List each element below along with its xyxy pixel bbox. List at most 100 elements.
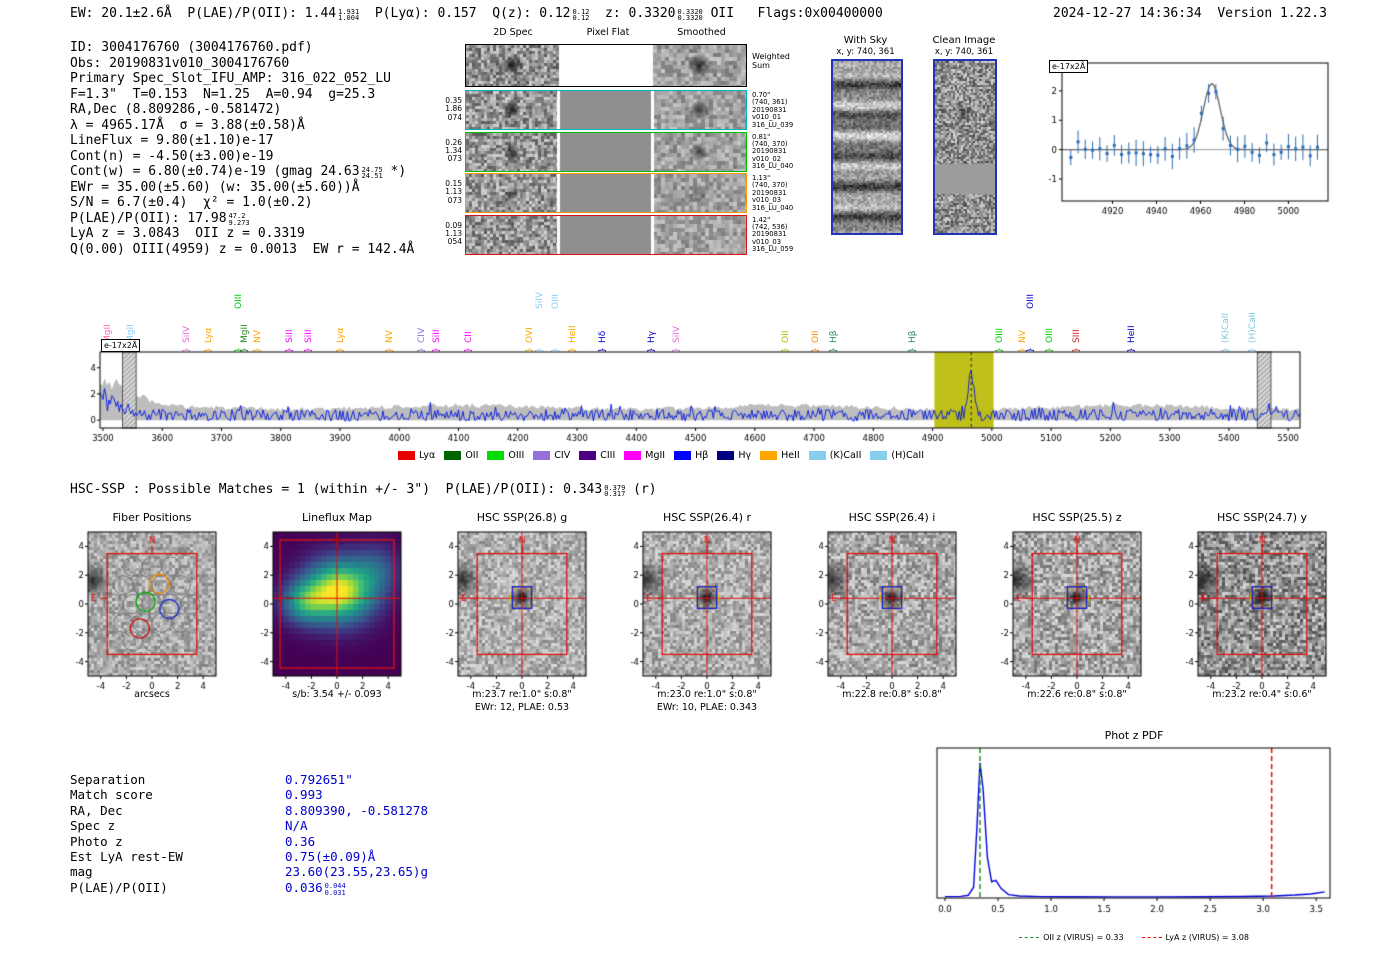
cutout-image-cutout-5 — [987, 528, 1149, 696]
info-line: ID: 3004176760 (3004176760.pdf) — [70, 40, 414, 56]
cutout-title: HSC SSP(25.5) z — [1032, 511, 1122, 524]
legend-item-(H)CaII: (H)CaII — [870, 450, 924, 461]
stacked-value: 47.2 9.273 — [228, 212, 250, 227]
spec2d-row-right-labels: 1.13" (740, 370) 20190831 v010_03 316_LU_040 — [752, 174, 794, 212]
cutout-image-cutout-2 — [432, 528, 594, 696]
text-segment: P(LAE)/P(OII): 17.98 — [70, 210, 227, 226]
legend-label: HeII — [781, 450, 800, 461]
weighted-sum-image — [465, 44, 747, 87]
cutout-caption: m:22.6 re:0.8" s:0.8" — [1027, 689, 1127, 700]
info-line: P(LAE)/P(OII): 17.98 47.2 9.273 — [70, 211, 414, 227]
match-row-value: 0.36 — [285, 834, 315, 849]
cutout-caption: m:23.7 re:1.0" s:0.8" — [472, 689, 572, 700]
legend-swatch — [717, 451, 735, 460]
text-segment: ID: 3004176760 (3004176760.pdf) — [70, 40, 313, 55]
clean-image — [933, 59, 997, 235]
withsky-title: With Sky — [843, 35, 888, 46]
match-row-label: Separation — [70, 772, 146, 787]
legend-swatch — [444, 451, 462, 460]
match-row-value: 23.60(23.55,23.65)g — [285, 864, 428, 879]
info-line: LyA z = 3.0843 OII z = 0.3319 — [70, 226, 414, 242]
text-segment: Cont(n) = -4.50(±3.00)e-19 — [70, 148, 274, 164]
info-line: Q(0.00) OIII(4959) z = 0.0013 EW r = 142… — [70, 242, 414, 258]
legend-item-CIV: CIV — [533, 450, 570, 461]
legend-label: Hγ — [738, 450, 752, 461]
cutout-image-lineflux-1 — [247, 528, 409, 696]
clean-image-coords: x, y: 740, 361 — [934, 47, 994, 57]
info-line: λ = 4965.17Å σ = 3.88(±0.58)Å — [70, 118, 414, 134]
cutout-image-cutout-6 — [1172, 528, 1334, 696]
legend-label: OIII — [508, 450, 525, 461]
legend-swatch — [398, 451, 415, 460]
legend-label: (H)CaII — [891, 450, 925, 461]
match-row-label: RA, Dec — [70, 802, 123, 818]
legend-item-Hβ: Hβ — [674, 450, 708, 461]
legend-label: Hβ — [695, 450, 709, 461]
cutout-caption: m:23.0 re:1.0" s:0.8" — [657, 689, 757, 700]
cutout-title: HSC SSP(26.4) r — [662, 511, 752, 524]
legend-label: MgII — [645, 450, 666, 461]
photz-legend-dash — [1019, 937, 1040, 938]
match-row-value: 8.809390, -0.581278 — [285, 803, 428, 818]
fit-plot-units-label: e-17x2Å — [1049, 60, 1089, 73]
weighted-sum-label-line2: Sum — [752, 61, 770, 70]
legend-swatch — [870, 451, 888, 460]
cutout-title: Lineflux Map — [301, 511, 373, 524]
full-spectrum-plot — [88, 340, 1313, 442]
legend-swatch — [579, 451, 597, 460]
spec2d-row-image — [465, 90, 747, 130]
text-segment: F=1.3" T=0.153 N=1.25 A=0.94 g=25.3 — [70, 86, 376, 102]
header-summary: EW: 20.1±2.6Å P(LAE)/P(OII): 1.44 1.931 1.… — [70, 6, 883, 22]
spec2d-row-left-labels: 0.35 1.86 074 — [445, 96, 462, 122]
photz-legend-dash — [1141, 937, 1162, 938]
legend-label: CIII — [600, 450, 616, 461]
text-segment: Cont(w) = 6.80(±0.74)e-19 (gmag 24.63 — [70, 164, 360, 179]
header-datetime: 2024-12-27 14:36:34 Version 1.22.3 — [1053, 6, 1327, 21]
match-row-label: mag — [70, 864, 93, 880]
cutout-title: Fiber Positions — [112, 511, 192, 524]
spectrum-legend: Lyα OII OIII CIV CIII MgII Hβ Hγ HeII (K)CaII (H)C… — [398, 447, 933, 465]
spec2d-row-image — [465, 131, 747, 172]
text-segment: 8.809390, -0.581278 — [285, 802, 428, 818]
line-annotation-SiIV: SiIV — [535, 291, 546, 309]
cutout-caption: EWr: 10, PLAE: 0.343 — [656, 702, 758, 713]
text-segment: z: 0.3320 — [589, 6, 676, 21]
text-segment: S/N = 6.7(±0.4) χ² = 1.0(±0.2) — [70, 195, 313, 210]
cutout-caption: s/b: 3.54 +/- 0.093 — [292, 689, 382, 700]
cutout-title: HSC SSP(26.8) g — [476, 511, 568, 524]
cutout-title: HSC SSP(24.7) y — [1216, 511, 1308, 524]
info-line: Cont(n) = -4.50(±3.00)e-19 — [70, 149, 414, 165]
withsky-image — [831, 59, 903, 235]
legend-swatch — [760, 451, 778, 460]
legend-label: CIV — [554, 450, 571, 461]
text-segment: (r) — [625, 482, 657, 497]
text-segment: LineFlux = 9.80(±1.10)e-17 — [70, 133, 274, 148]
legend-label: (K)CaII — [829, 450, 862, 461]
text-segment: Obs: 20190831v010_3004176760 — [70, 55, 290, 71]
text-segment: 23.60(23.55,23.65)g — [285, 864, 428, 880]
detection-info-block: ID: 3004176760 (3004176760.pdf) Obs: 2019… — [70, 40, 414, 257]
text-segment: P(Lyα): 0.157 Q(z): 0.12 — [359, 6, 571, 21]
weighted-sum-label: Weighted Sum — [752, 52, 790, 70]
cutout-image-cutout-3 — [617, 528, 779, 696]
line-annotation-(H)CaII: (H)CaII — [1247, 312, 1258, 343]
hsc-matches-header: HSC-SSP : Possible Matches = 1 (within +… — [70, 482, 657, 498]
line-annotation-OIII: OIII — [233, 293, 244, 309]
stacked-value: 0.12 0.12 — [572, 7, 590, 22]
stacked-value: 0.044 0.031 — [324, 882, 346, 897]
match-row-label: Photo z — [70, 833, 123, 849]
match-row-value: 0.75(±0.09)Å — [285, 849, 375, 864]
match-row-value: 0.792651" — [285, 772, 353, 787]
text-segment: OII Flags:0x00400000 — [702, 6, 883, 21]
legend-item-OII: OII — [444, 450, 478, 461]
line-fit-plot — [1040, 55, 1335, 227]
stacked-value: 24.75 24.51 — [361, 165, 383, 180]
info-line: Obs: 20190831v010_3004176760 — [70, 56, 414, 72]
legend-item-OIII: OIII — [487, 450, 524, 461]
match-row-label: Match score — [70, 787, 153, 803]
cutout-caption: EWr: 12, PLAE: 0.53 — [474, 702, 570, 713]
photz-legend: OII z (VIRUS) = 0.33 LyA z (VIRUS) = 3.08 — [938, 925, 1330, 943]
legend-item-(K)CaII: (K)CaII — [808, 450, 862, 461]
legend-swatch — [624, 451, 642, 460]
